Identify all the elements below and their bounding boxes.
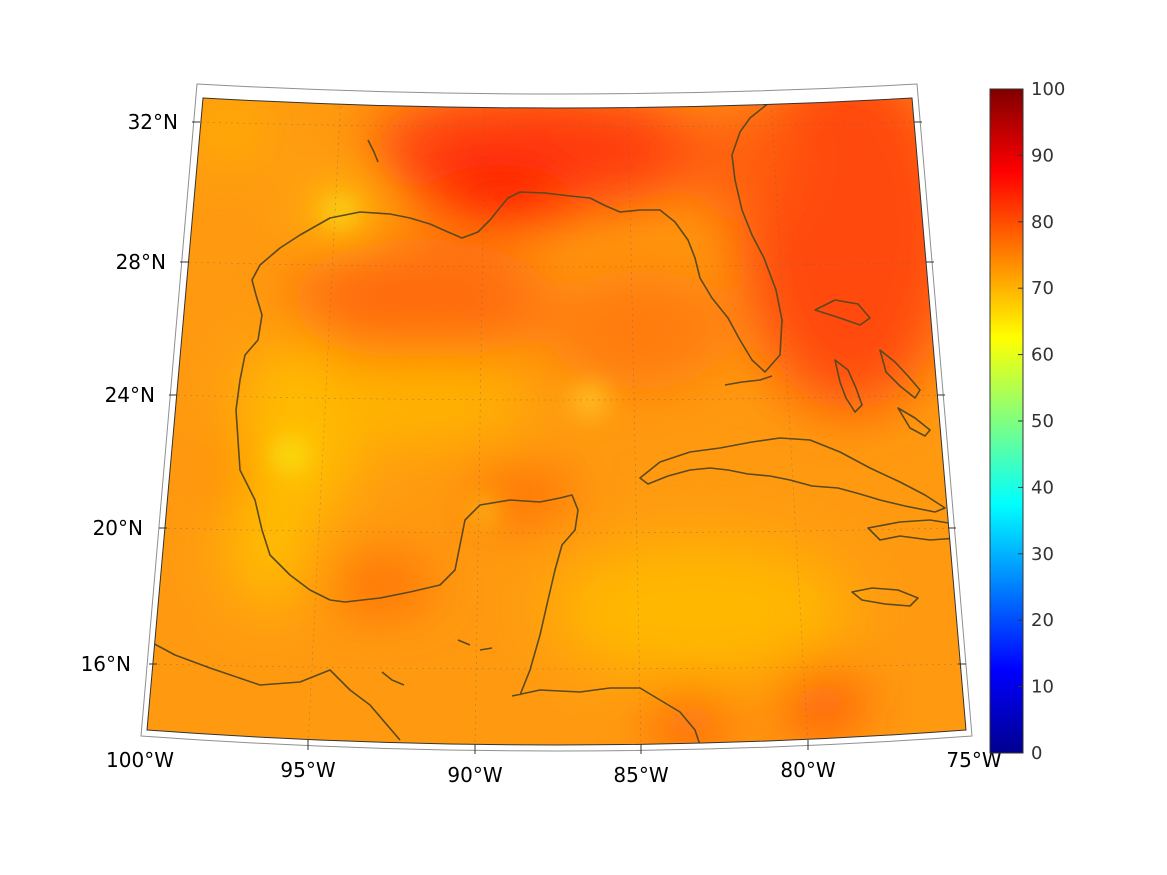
warm-atlantic: [740, 98, 960, 410]
yellow-spot-florida: [574, 388, 606, 412]
cool-west-coast: [230, 470, 310, 610]
cuba: [639, 437, 946, 513]
colorbar-tick-label: 10: [1031, 677, 1054, 698]
colorbar-tick-label: 90: [1031, 145, 1054, 166]
colorbar-tick-label: 70: [1031, 278, 1054, 299]
bahamas: [814, 299, 931, 437]
lat-label-20n: 20°N: [93, 516, 143, 540]
lat-label-28n: 28°N: [116, 250, 166, 274]
data-field: [147, 98, 966, 745]
lat-label-24n: 24°N: [105, 383, 155, 407]
warm-gulf-east: [550, 270, 730, 390]
latitude-labels: 32°N 28°N 24°N 20°N 16°N: [81, 110, 178, 676]
warm-bay-campeche: [325, 565, 435, 605]
longitude-labels: 100°W 95°W 90°W 85°W 80°W 75°W: [106, 748, 1002, 787]
colorbar-tick-label: 20: [1031, 610, 1054, 631]
lat-label-16n: 16°N: [81, 652, 131, 676]
yellow-spot-west: [276, 443, 304, 467]
cool-nw-corner: [190, 100, 270, 160]
colorbar-tick-label: 50: [1031, 411, 1054, 432]
yellow-spot-texas: [326, 202, 354, 222]
lon-label-90w: 90°W: [447, 763, 502, 787]
lon-label-85w: 85°W: [613, 763, 668, 787]
gulf-coast: [147, 101, 783, 745]
jamaica: [851, 587, 919, 607]
colorbar-tick-label: 100: [1031, 79, 1065, 100]
colorbar-tick-label: 80: [1031, 212, 1054, 233]
warm-mississippi: [430, 165, 570, 225]
lat-label-32n: 32°N: [128, 110, 178, 134]
colorbar-tick-label: 60: [1031, 345, 1054, 366]
colorbar-tick-label: 30: [1031, 544, 1054, 565]
warm-caribbean-se: [780, 675, 860, 725]
colorbar-tick-label: 0: [1031, 743, 1042, 764]
graticule: [151, 98, 961, 745]
map-frame: [140, 83, 973, 754]
colorbar-tick-label: 40: [1031, 477, 1054, 498]
warm-honduras: [650, 695, 730, 745]
keys-and-islands: [367, 139, 773, 686]
lon-label-80w: 80°W: [780, 758, 835, 782]
warm-florida: [690, 100, 790, 220]
lon-label-95w: 95°W: [280, 758, 335, 782]
cool-caribbean: [550, 540, 850, 680]
lon-label-100w: 100°W: [106, 748, 174, 772]
cool-gulf-band: [310, 355, 530, 445]
colorbar-gradient: [989, 88, 1024, 754]
warm-gulf-center: [290, 240, 550, 360]
coastlines: [147, 101, 959, 745]
